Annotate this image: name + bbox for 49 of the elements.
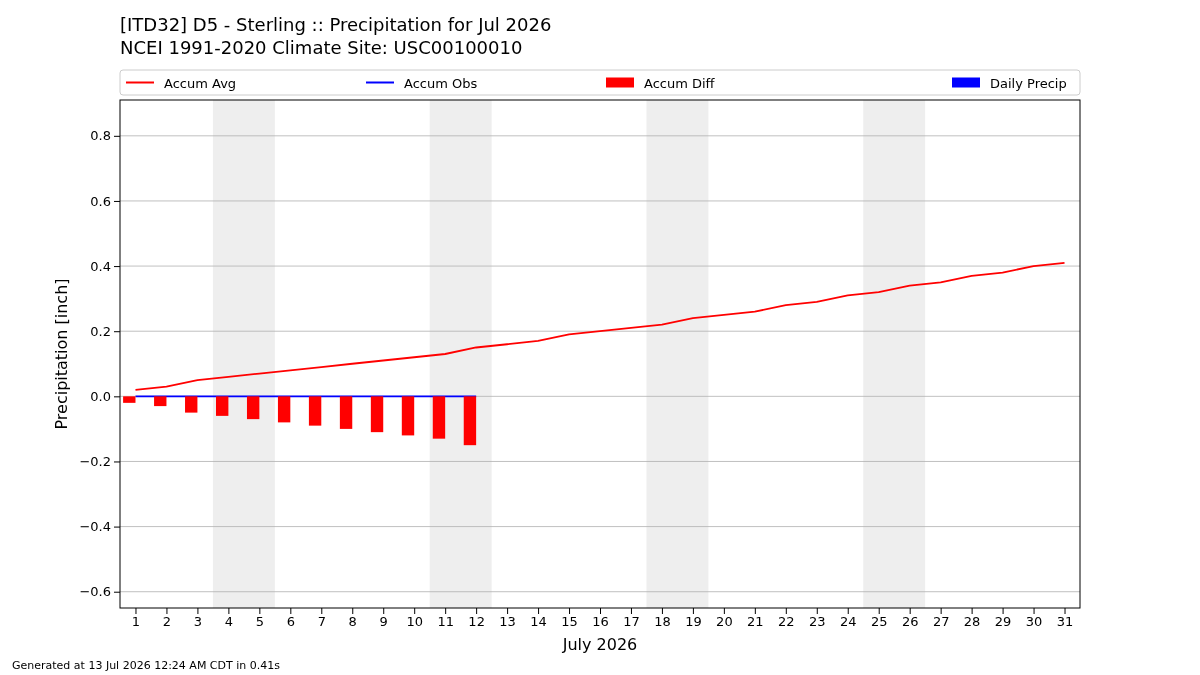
x-tick-label: 13 [499,614,516,630]
chart-subtitle: NCEI 1991-2020 Climate Site: USC00100010 [120,37,523,58]
x-tick-label: 31 [1056,614,1074,630]
x-tick-label: 28 [963,614,981,630]
chart-title: [ITD32] D5 - Sterling :: Precipitation for Jul 2026 [120,14,552,35]
x-tick-label: 4 [224,614,234,630]
x-axis-title: July 2026 [561,635,638,654]
y-tick-label: −0.4 [79,519,111,535]
x-tick-label: 17 [623,614,640,630]
x-tick-label: 7 [317,614,326,630]
legend-label: Accum Avg [164,75,237,91]
x-tick-label: 12 [468,614,485,630]
x-tick-label: 19 [685,614,702,630]
x-tick-label: 16 [592,614,609,630]
line-series [134,261,1066,391]
y-tick-label: 0.6 [90,193,111,209]
x-tick-label: 30 [1025,614,1043,630]
x-tick-label: 23 [809,614,826,630]
x-tick-label: 25 [870,614,888,630]
y-tick-label: 0.0 [90,388,111,404]
legend-label: Accum Obs [404,75,478,91]
x-tick-label: 29 [994,614,1012,630]
x-tick-label: 10 [406,614,423,630]
x-tick-label: 27 [932,614,950,630]
text: Generated at 13 Jul 2026 12:24 AM CDT in 0.41s [12,659,281,672]
x-tick-label: 1 [131,614,141,630]
x-tick-label: 18 [654,614,671,630]
legend-label: Daily Precip [990,75,1067,91]
x-tick-label: 15 [561,614,578,630]
x-tick-label: 22 [778,614,795,630]
y-tick-label: 0.8 [90,128,111,144]
y-tick-label: −0.2 [79,454,111,470]
x-tick-label: 3 [193,614,203,630]
y-axis-title: Precipitation [inch] [52,278,71,430]
x-tick-label: 9 [379,614,388,630]
x-tick-label: 21 [747,614,764,630]
x-tick-label: 11 [437,614,454,630]
x-tick-label: 24 [839,614,857,630]
y-tick-label: −0.6 [79,584,111,600]
legend-label: Accum Diff [644,75,716,91]
x-tick-label: 26 [901,614,919,630]
x-tick-label: 5 [255,614,264,630]
x-tick-label: 8 [348,614,357,630]
x-tick-label: 6 [286,614,295,630]
x-tick-label: 14 [530,614,547,630]
y-tick-label: 0.4 [90,258,111,274]
y-tick-label: 0.2 [90,323,111,339]
x-tick-label: 2 [162,614,172,630]
x-tick-label: 20 [716,614,733,630]
